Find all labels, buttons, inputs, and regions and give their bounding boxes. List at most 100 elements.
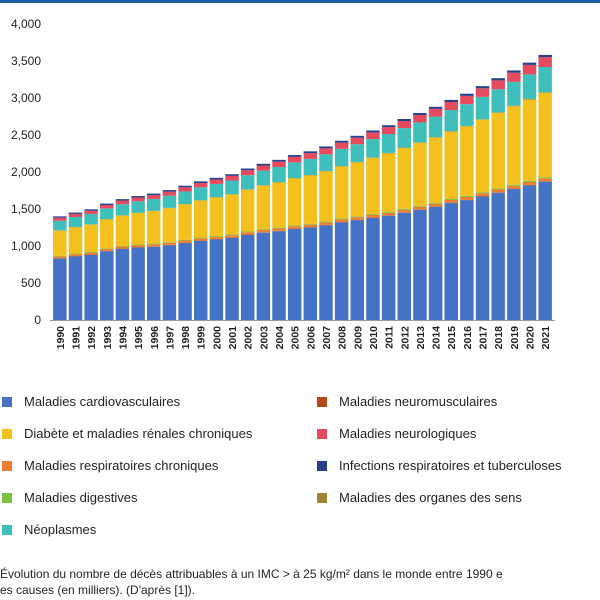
bar-segment [287,226,302,229]
bar-segment [444,198,458,200]
bar-segment [366,132,380,140]
bar-segment [84,251,98,253]
bar-segment [460,104,474,126]
caption-line-2: es causes (en milliers). (D'après [1]). [0,583,196,597]
bar-segment [225,175,239,181]
bar-segment [84,210,98,214]
bar-segment [538,92,552,178]
bar-segment [319,225,333,320]
bar-segment [428,202,443,204]
chart-legend: Maladies cardiovasculaires Diabète et mal… [0,388,600,548]
bar-segment [350,217,365,220]
x-tick-label: 2005 [290,326,302,350]
bar-segment [131,201,145,213]
bar-segment [413,206,427,210]
bar-segment [84,254,98,320]
legend-item: Maladies des organes des sens [317,490,522,505]
y-tick-label: 1,500 [11,202,41,216]
bar-segment [522,62,537,65]
bar-segment [68,253,83,255]
bar-segment [115,246,130,249]
bar-segment [240,170,255,176]
bar-segment [491,189,505,193]
bar-segment [68,227,83,254]
bar-segment [240,231,255,233]
bar-segment [272,161,286,167]
bar-segment [240,189,255,232]
bar-segment [115,248,130,320]
legend-item: Maladies respiratoires chroniques [2,458,218,473]
legend-label: Diabète et maladies rénales chroniques [24,426,253,441]
x-tick-label: 2003 [258,326,270,350]
bar-segment [538,177,552,179]
bar-segment [491,112,505,189]
legend-item: Maladies cardiovasculaires [2,394,180,409]
y-tick-label: 1,000 [11,239,41,253]
bar-segment [428,206,443,320]
bars [53,54,552,320]
bar-segment [256,229,271,231]
bar-segment [350,135,365,138]
x-tick-label: 1992 [86,326,98,350]
bar-segment [162,190,177,192]
x-tick-label: 2002 [243,326,255,350]
bar-segment [68,213,83,217]
bar-segment [334,140,349,143]
bar-segment [287,155,302,157]
bar-segment [491,188,505,190]
x-tick-label: 2010 [368,326,380,350]
bar-segment [68,212,83,214]
bar-segment [303,223,318,225]
bar-segment [178,191,192,205]
x-tick-label: 2001 [227,326,239,350]
bar-segment [522,98,537,100]
bar-segment [475,119,490,193]
bar-segment [444,109,458,132]
bar-segment [475,196,490,320]
x-tick-label: 1993 [102,326,114,350]
bar-segment [53,258,67,320]
x-tick-label: 2012 [399,326,411,350]
bar-segment [381,125,396,128]
bar-segment [538,92,552,93]
bar-segment [162,242,177,245]
bar-segment [460,196,474,200]
bar-segment [397,119,411,122]
bar-segment [256,163,271,166]
bar-segment [225,194,239,235]
x-tick-label: 2011 [384,326,396,349]
bar-segment [491,78,505,81]
legend-swatch [317,492,327,503]
legend-item: Diabète et maladies rénales chroniques [2,426,252,441]
bar-segment [507,81,521,106]
bar-segment [209,177,224,180]
bar-segment [397,128,411,148]
bar-segment [84,213,98,225]
y-tick-label: 0 [34,313,41,327]
x-tick-label: 2000 [211,326,223,350]
bar-segment [413,205,427,207]
legend-label: Infections respiratoires et tuberculoses [339,458,562,473]
bar-segment [178,239,192,241]
bar-segment [460,200,474,320]
bar-segment [53,256,67,259]
bar-segment [334,148,349,167]
bar-segment [538,181,552,320]
caption-line-1: Évolution du nombre de décès attribuable… [0,567,503,581]
legend-label: Maladies respiratoires chroniques [24,458,219,473]
bar-segment [53,216,67,218]
bar-segment [209,236,224,239]
legend-label: Maladies digestives [24,490,138,505]
bar-segment [444,102,458,110]
bar-segment [522,180,537,182]
y-tick-label: 2,000 [11,165,41,179]
bar-segment [209,197,224,237]
bar-segment [240,232,255,235]
bar-segment [256,232,271,320]
bar-segment [475,86,490,89]
bar-segment [538,57,552,67]
bar-segment [444,203,458,320]
bar-segment [366,139,380,158]
bar-segment [475,193,490,197]
bar-segment [334,218,349,220]
